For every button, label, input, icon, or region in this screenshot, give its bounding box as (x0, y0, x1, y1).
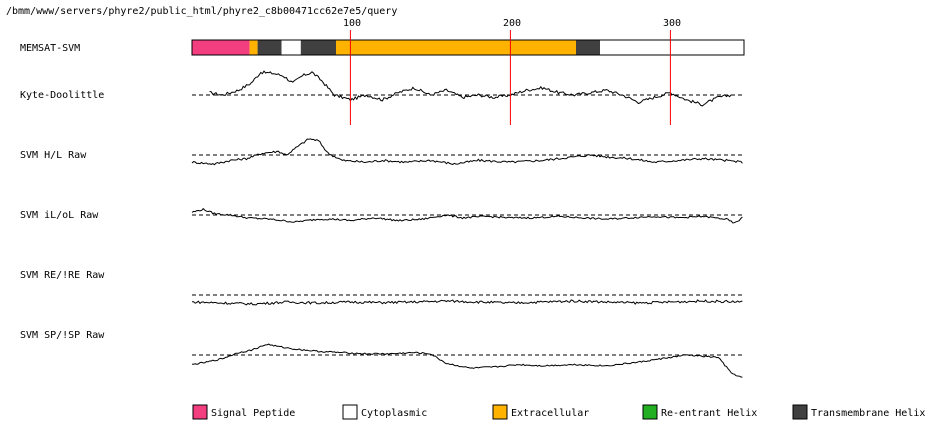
memsat-segment-signal-0 (192, 40, 250, 55)
legend-item-cytoplasmic: Cytoplasmic (342, 404, 427, 420)
track-labels: MEMSAT-SVM Kyte-Doolittle SVM H/L Raw SV… (20, 43, 105, 341)
legend-swatch-extracellular (492, 404, 508, 420)
legend-item-reentrant-helix: Re-entrant Helix (642, 404, 757, 420)
axis-tick-label-100: 100 (343, 18, 361, 29)
legend-label-extracellular: Extracellular (511, 408, 589, 419)
profile-tracks (191, 70, 744, 378)
legend-swatch-reentrant-helix (642, 404, 658, 420)
memsat-bar-frame (191, 39, 745, 56)
axis-tick-lines (349, 30, 671, 125)
track-label-memsat-svm: MEMSAT-SVM (20, 43, 80, 54)
track-label-svm-sp-raw: SVM SP/!SP Raw (20, 330, 105, 341)
memsat-segment-extracellular-1 (249, 40, 258, 55)
axis-ticks: 100 200 300 (343, 18, 681, 29)
track-label-svm-hl-raw: SVM H/L Raw (20, 150, 87, 161)
legend-label-reentrant-helix: Re-entrant Helix (661, 408, 757, 419)
track-label-svm-ilol-raw: SVM iL/oL Raw (20, 210, 99, 221)
memsat-segment-cytoplasmic-7 (600, 40, 743, 55)
memsat-topology-bar (191, 39, 745, 56)
track-label-kyte-doolittle: Kyte-Doolittle (20, 90, 104, 101)
legend-item-transmembrane-helix: Transmembrane Helix (792, 404, 925, 420)
profile-trace-iloL (191, 207, 743, 224)
query-path-label: /bmm/www/servers/phyre2/public_html/phyr… (6, 6, 397, 17)
legend-swatch-cytoplasmic (342, 404, 358, 420)
track-label-svm-re-raw: SVM RE/!RE Raw (20, 270, 105, 281)
legend-label-cytoplasmic: Cytoplasmic (361, 408, 427, 419)
legend-item-signal-peptide: Signal Peptide (192, 404, 295, 420)
memsat-segment-extracellular-5 (336, 40, 576, 55)
legend-label-transmembrane-helix: Transmembrane Helix (811, 408, 925, 419)
memsat-segment-cytoplasmic-3 (281, 40, 301, 55)
profile-trace-sp (191, 343, 743, 378)
memsat-segment-transmembrane-6 (576, 40, 600, 55)
profile-trace-hl (191, 138, 743, 166)
axis-tick-label-200: 200 (503, 18, 521, 29)
legend: Signal Peptide Cytoplasmic Extracellular… (192, 404, 925, 420)
memsat-segment-transmembrane-2 (257, 40, 282, 55)
profile-trace-re (191, 299, 743, 306)
memsat-segment-transmembrane-4 (300, 40, 336, 55)
legend-label-signal-peptide: Signal Peptide (211, 408, 295, 419)
profile-trace-kd (209, 70, 732, 107)
legend-swatch-signal-peptide (192, 404, 208, 420)
legend-swatch-transmembrane-helix (792, 404, 808, 420)
axis-tick-label-300: 300 (663, 18, 681, 29)
legend-item-extracellular: Extracellular (492, 404, 589, 420)
